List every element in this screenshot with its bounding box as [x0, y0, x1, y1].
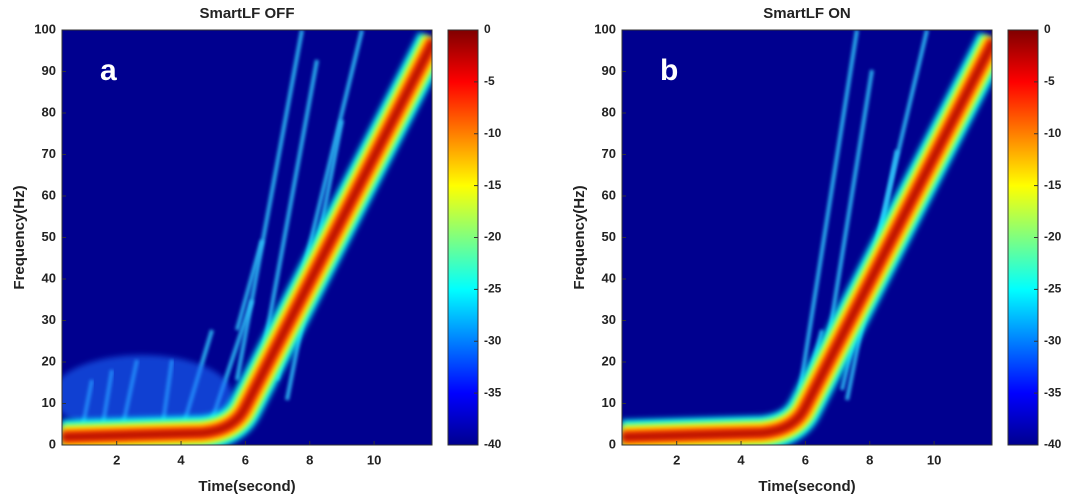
x-tick-label: 2 [113, 452, 120, 467]
panel-title: SmartLF ON [763, 5, 851, 22]
plot-area [62, 30, 432, 445]
y-tick-label: 40 [42, 270, 56, 285]
colorbar-tick-label: -30 [484, 333, 502, 347]
y-tick-label: 100 [594, 21, 616, 36]
panel-label: b [660, 54, 678, 87]
sweep-band [622, 38, 992, 440]
panel-label: a [100, 54, 117, 87]
y-axis-label: Frequency(Hz) [11, 185, 28, 289]
y-axis-label: Frequency(Hz) [571, 185, 588, 289]
colorbar-tick-label: -25 [484, 282, 502, 296]
x-tick-label: 8 [866, 452, 873, 467]
colorbar-tick-label: -20 [484, 230, 502, 244]
colorbar-tick-label: -35 [1044, 385, 1062, 399]
y-tick-label: 50 [42, 229, 56, 244]
colorbar-tick-label: -5 [484, 74, 495, 88]
y-tick-label: 50 [602, 229, 616, 244]
y-tick-label: 80 [42, 104, 56, 119]
x-tick-label: 6 [242, 452, 249, 467]
x-tick-label: 2 [673, 452, 680, 467]
harmonic-streak [798, 30, 859, 391]
sweep-band [62, 38, 432, 440]
y-tick-label: 90 [42, 63, 56, 78]
y-tick-label: 70 [42, 146, 56, 161]
y-tick-label: 70 [602, 146, 616, 161]
plot-area [622, 30, 992, 445]
colorbar-tick-label: -5 [1044, 74, 1055, 88]
colorbar-tick-label: 0 [484, 22, 491, 36]
harmonic-streak [235, 30, 304, 381]
y-tick-label: 10 [42, 395, 56, 410]
colorbar-tick-label: -15 [1044, 178, 1062, 192]
colorbar-tick-label: -40 [484, 437, 502, 451]
y-tick-label: 0 [609, 436, 616, 451]
colorbar-tick-label: -20 [1044, 230, 1062, 244]
y-tick-label: 40 [602, 270, 616, 285]
x-tick-label: 6 [802, 452, 809, 467]
harmonic-streak [260, 59, 319, 361]
y-tick-label: 90 [602, 63, 616, 78]
x-tick-label: 10 [367, 452, 381, 467]
colorbar-tick-label: -10 [1044, 126, 1062, 140]
colorbar-tick-label: 0 [1044, 22, 1051, 36]
harmonic-streak [235, 239, 264, 331]
colorbar-tick-label: -40 [1044, 437, 1062, 451]
colorbar-tick-label: -10 [484, 126, 502, 140]
y-tick-label: 80 [602, 104, 616, 119]
colorbar [1007, 29, 1039, 446]
colorbar-tick-label: -15 [484, 178, 502, 192]
y-tick-label: 20 [602, 353, 616, 368]
y-tick-label: 0 [49, 436, 56, 451]
y-tick-label: 30 [602, 312, 616, 327]
colorbar-tick-label: -25 [1044, 282, 1062, 296]
x-tick-label: 4 [177, 452, 185, 467]
x-axis-label: Time(second) [198, 478, 295, 495]
panel-title: SmartLF OFF [199, 5, 294, 22]
x-tick-label: 8 [306, 452, 313, 467]
x-tick-label: 10 [927, 452, 941, 467]
y-tick-label: 60 [602, 187, 616, 202]
colorbar-tick-label: -35 [484, 385, 502, 399]
y-tick-label: 100 [34, 21, 56, 36]
y-tick-label: 60 [42, 187, 56, 202]
x-axis-label: Time(second) [758, 478, 855, 495]
low-freq-noise [62, 355, 232, 435]
panel: SmartLF ON b 0 10 20 30 40 50 60 70 80 90 100 2 4 6 8 10 T… [571, 5, 1062, 495]
y-tick-label: 20 [42, 353, 56, 368]
colorbar-tick-label: -30 [1044, 333, 1062, 347]
y-tick-label: 10 [602, 395, 616, 410]
x-tick-label: 4 [737, 452, 745, 467]
y-tick-label: 30 [42, 312, 56, 327]
colorbar [447, 29, 479, 446]
